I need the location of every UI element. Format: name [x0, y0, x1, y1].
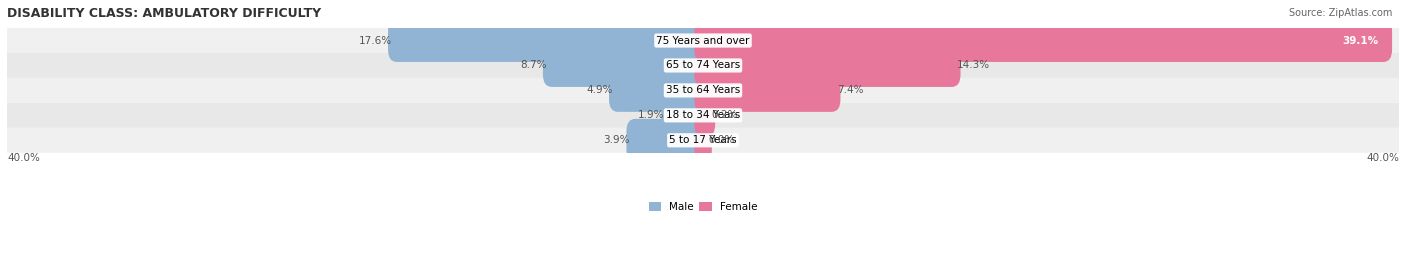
Text: 35 to 64 Years: 35 to 64 Years — [666, 85, 740, 95]
FancyBboxPatch shape — [388, 19, 711, 62]
Text: Source: ZipAtlas.com: Source: ZipAtlas.com — [1288, 8, 1392, 18]
Text: 0.0%: 0.0% — [709, 135, 734, 145]
FancyBboxPatch shape — [695, 44, 960, 87]
FancyBboxPatch shape — [695, 19, 1392, 62]
Text: 3.9%: 3.9% — [603, 135, 630, 145]
Text: 14.3%: 14.3% — [957, 61, 990, 70]
FancyBboxPatch shape — [695, 119, 711, 162]
FancyBboxPatch shape — [695, 69, 841, 112]
FancyBboxPatch shape — [695, 94, 716, 137]
Text: 39.1%: 39.1% — [1343, 36, 1378, 46]
Text: 4.9%: 4.9% — [586, 85, 613, 95]
FancyBboxPatch shape — [7, 28, 1399, 53]
FancyBboxPatch shape — [7, 128, 1399, 153]
FancyBboxPatch shape — [7, 103, 1399, 128]
Text: 40.0%: 40.0% — [7, 153, 39, 163]
Text: 8.7%: 8.7% — [520, 61, 547, 70]
Text: 18 to 34 Years: 18 to 34 Years — [666, 110, 740, 120]
Text: 5 to 17 Years: 5 to 17 Years — [669, 135, 737, 145]
Text: 7.4%: 7.4% — [837, 85, 863, 95]
Text: 75 Years and over: 75 Years and over — [657, 36, 749, 46]
FancyBboxPatch shape — [627, 119, 711, 162]
Text: DISABILITY CLASS: AMBULATORY DIFFICULTY: DISABILITY CLASS: AMBULATORY DIFFICULTY — [7, 7, 321, 20]
Legend: Male, Female: Male, Female — [644, 198, 762, 216]
FancyBboxPatch shape — [7, 53, 1399, 78]
Text: 1.9%: 1.9% — [638, 110, 665, 120]
Text: 17.6%: 17.6% — [359, 36, 391, 46]
Text: 40.0%: 40.0% — [1367, 153, 1399, 163]
Text: 0.2%: 0.2% — [711, 110, 738, 120]
Text: 65 to 74 Years: 65 to 74 Years — [666, 61, 740, 70]
FancyBboxPatch shape — [609, 69, 711, 112]
FancyBboxPatch shape — [661, 94, 711, 137]
FancyBboxPatch shape — [7, 78, 1399, 103]
FancyBboxPatch shape — [543, 44, 711, 87]
